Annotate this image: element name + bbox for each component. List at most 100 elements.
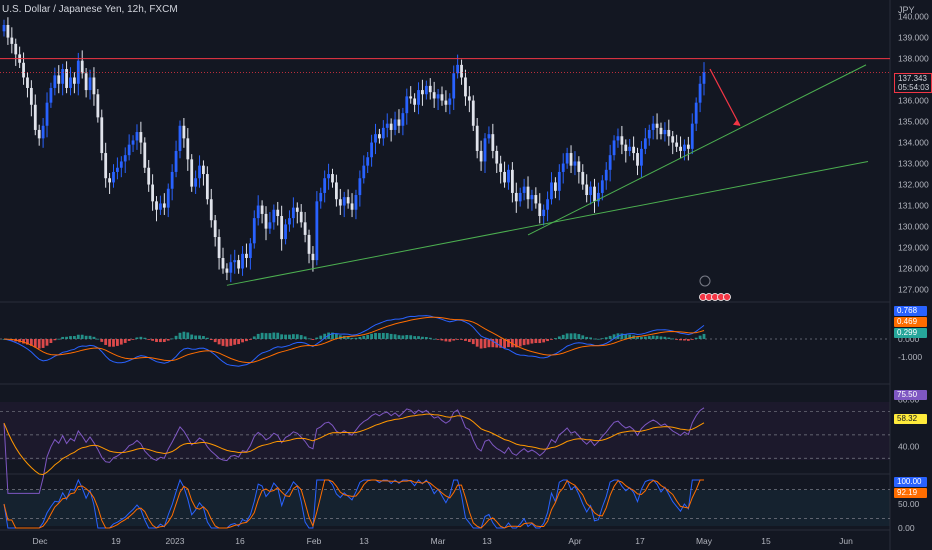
macd-histogram-bar xyxy=(116,339,119,346)
macd-histogram-bar xyxy=(679,339,682,341)
candle-body xyxy=(57,75,61,84)
macd-histogram-bar xyxy=(686,339,690,341)
rsi-value-tag: 75.50 xyxy=(894,390,927,400)
macd-histogram-bar xyxy=(33,339,37,348)
candle-body xyxy=(335,182,338,200)
macd-histogram-bar xyxy=(37,339,41,349)
macd-histogram-bar xyxy=(526,339,530,345)
price-axis[interactable]: 140.000 139.000 138.000 136.000 135.000 134.0… xyxy=(898,12,929,533)
stoch-d-value-tag: 92.19 xyxy=(894,488,927,498)
candle-body xyxy=(507,169,510,183)
macd-histogram-bar xyxy=(272,332,276,339)
candle-body xyxy=(424,85,428,95)
candle-body xyxy=(213,220,217,238)
macd-histogram-bar xyxy=(268,333,272,339)
candle-body xyxy=(510,169,514,193)
candle-body xyxy=(327,174,330,179)
macd-histogram-bar xyxy=(479,339,483,349)
candle-body xyxy=(53,75,57,88)
macd-histogram-bar xyxy=(604,337,608,339)
macd-histogram-bar xyxy=(166,339,170,341)
candle-body xyxy=(288,218,291,225)
candle-body xyxy=(319,192,323,202)
macd-histogram-bar xyxy=(29,339,33,346)
candle-body xyxy=(597,192,600,202)
time-tick-label: Dec xyxy=(32,536,48,546)
candle-body xyxy=(108,178,111,183)
signal-value-tag: 0.469 xyxy=(894,317,927,327)
macd-histogram-bar xyxy=(608,335,612,339)
candle-body xyxy=(647,129,651,139)
candle-body xyxy=(362,165,366,179)
macd-histogram-bar xyxy=(61,336,65,339)
macd-histogram-bar xyxy=(690,339,694,340)
candle-body xyxy=(237,260,241,269)
stoch-tick-label: 0.00 xyxy=(898,523,915,533)
symbol-title[interactable]: U.S. Dollar / Japanese Yen, 12h, FXCM xyxy=(2,4,178,15)
macd-histogram-bar xyxy=(471,339,475,345)
price-pane[interactable] xyxy=(0,17,890,301)
candle-body xyxy=(604,169,608,181)
candle-body xyxy=(194,178,198,187)
macd-histogram-bar xyxy=(514,339,518,348)
stochastic-pane[interactable] xyxy=(0,478,890,529)
price-tick-label: 135.000 xyxy=(898,117,929,127)
macd-histogram-bar xyxy=(252,336,256,339)
candle-body xyxy=(683,144,686,151)
macd-histogram-bar xyxy=(213,339,217,343)
macd-pane[interactable] xyxy=(0,315,890,367)
macd-histogram-bar xyxy=(612,334,616,339)
candle-body xyxy=(323,178,327,193)
macd-histogram-bar xyxy=(424,336,428,339)
macd-histogram-bar xyxy=(127,339,131,341)
macd-histogram-bar xyxy=(647,336,651,339)
macd-histogram-bar xyxy=(659,336,663,339)
macd-histogram-bar xyxy=(694,337,698,339)
candle-body xyxy=(26,77,29,88)
forecast-arrow-head xyxy=(733,119,740,126)
macd-histogram-bar xyxy=(112,339,115,347)
candle-body xyxy=(272,209,276,223)
macd-histogram-bar xyxy=(624,334,628,339)
candle-body xyxy=(370,142,373,158)
candle-body xyxy=(589,186,592,196)
price-tick-label: 138.000 xyxy=(898,54,929,64)
candle-body xyxy=(299,211,303,223)
macd-histogram-bar xyxy=(256,333,260,339)
time-axis[interactable]: Dec 19 2023 16 Feb 13 Mar 13 Apr 17 May 15 Jun xyxy=(32,536,853,546)
macd-histogram-bar xyxy=(436,339,440,340)
macd-histogram-bar xyxy=(233,339,237,345)
candle-body xyxy=(29,87,33,105)
candle-body xyxy=(518,192,522,202)
candle-body xyxy=(178,125,182,151)
candle-body xyxy=(342,197,346,206)
candle-body xyxy=(659,127,663,135)
macd-histogram-bar xyxy=(69,336,72,339)
macd-tick-label: 0.000 xyxy=(898,334,920,344)
candle-body xyxy=(526,186,530,200)
macd-histogram-bar xyxy=(487,339,491,348)
macd-histogram-bar xyxy=(553,338,557,339)
macd-histogram-bar xyxy=(421,336,424,339)
macd-histogram-bar xyxy=(655,335,659,339)
macd-histogram-bar xyxy=(573,333,577,339)
grid-lines xyxy=(0,0,891,550)
macd-histogram-bar xyxy=(284,334,287,339)
macd-histogram-bar xyxy=(49,339,53,343)
candle-body xyxy=(123,155,127,162)
macd-histogram-bar xyxy=(499,339,503,348)
macd-histogram-bar xyxy=(557,336,561,339)
candle-body xyxy=(600,180,604,193)
macd-histogram-bar xyxy=(307,338,311,340)
macd-histogram-bar xyxy=(96,338,100,340)
macd-histogram-bar xyxy=(221,339,225,346)
candle-body xyxy=(162,203,166,208)
macd-histogram-bar xyxy=(104,339,108,345)
rsi-pane[interactable] xyxy=(0,407,890,494)
last-price-value: 137.343 xyxy=(898,74,927,83)
candle-body xyxy=(182,125,186,139)
candle-body xyxy=(186,138,190,160)
time-tick-label: 13 xyxy=(359,536,369,546)
macd-histogram-bar xyxy=(217,339,221,345)
